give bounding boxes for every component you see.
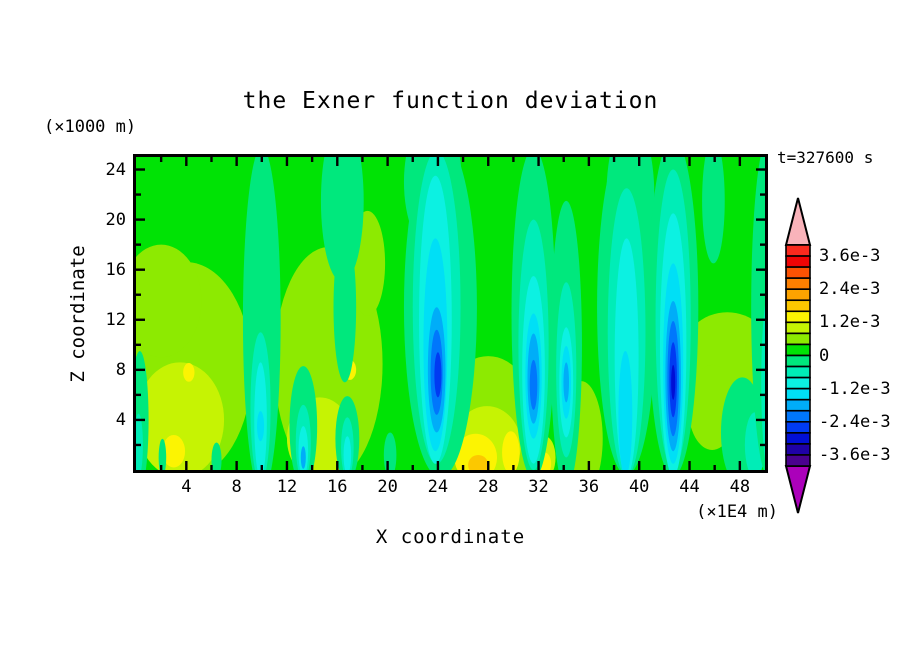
x-tick-label: 36 (578, 477, 600, 497)
y-axis-unit-label: (×1000 m) (44, 117, 137, 137)
x-axis-unit-label: (×1E4 m) (696, 502, 778, 522)
x-tick-label: 16 (327, 477, 348, 497)
x-tick-label: 28 (477, 477, 499, 497)
x-tick-label: 8 (231, 477, 242, 497)
colorbar-tick-label: 0 (819, 345, 830, 366)
x-tick-label: 48 (729, 477, 751, 497)
contour-plot (133, 154, 768, 473)
colorbar-tick-label: 2.4e-3 (819, 279, 881, 300)
colorbar-tick-label: -3.6e-3 (819, 444, 891, 465)
z-tick-label: 24 (105, 159, 126, 180)
figure-title: the Exner function deviation (242, 88, 659, 114)
z-tick-label: 16 (105, 259, 126, 280)
z-tick-label: 4 (115, 409, 126, 430)
z-tick-label: 20 (105, 209, 126, 230)
x-tick-label: 40 (628, 477, 650, 497)
x-tick-label: 32 (528, 477, 549, 497)
time-annotation: t=327600 s (777, 148, 874, 167)
colorbar (783, 193, 817, 518)
contour-field (136, 157, 765, 470)
colorbar-tick-label: -1.2e-3 (819, 378, 891, 399)
colorbar-tick-label: 1.2e-3 (819, 312, 881, 333)
z-tick-label: 12 (105, 309, 126, 330)
colorbar-tick-label: 3.6e-3 (819, 246, 881, 267)
colorbar-scale (784, 197, 812, 514)
x-tick-label: 44 (679, 477, 700, 497)
x-tick-label: 24 (427, 477, 449, 497)
colorbar-tick-label: -2.4e-3 (819, 411, 891, 432)
z-tick-label: 8 (115, 359, 126, 380)
x-tick-label: 12 (276, 477, 298, 497)
axis-ticks (136, 157, 765, 470)
x-tick-label: 20 (377, 477, 398, 497)
x-axis-title: X coordinate (375, 526, 526, 548)
x-tick-label: 4 (181, 477, 192, 497)
